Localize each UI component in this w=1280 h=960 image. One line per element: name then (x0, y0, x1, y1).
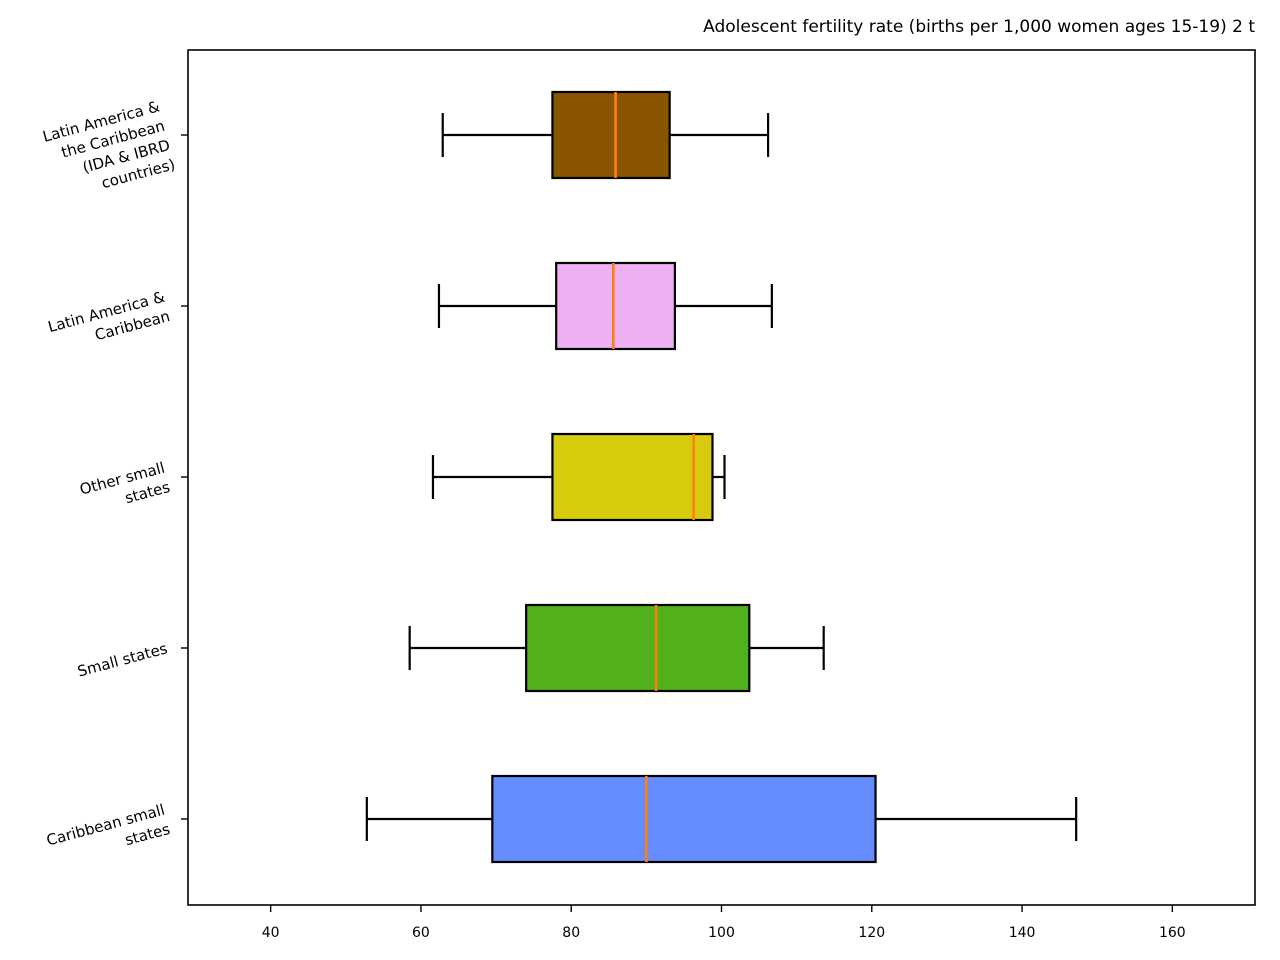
x-tick-label: 60 (412, 925, 430, 941)
box (551, 90, 671, 180)
x-tick-label: 160 (1159, 925, 1186, 941)
x-tick-label: 140 (1009, 925, 1036, 941)
y-tick-label: Latin America &Caribbean (46, 288, 172, 345)
x-tick-label: 40 (262, 925, 280, 941)
box (555, 261, 677, 351)
box (551, 432, 714, 522)
y-tick-label-line: Small states (76, 639, 170, 680)
x-tick-label: 80 (562, 925, 580, 941)
chart-title: Adolescent fertility rate (births per 1,… (703, 17, 1255, 37)
y-tick-label: Small states (76, 639, 170, 680)
x-tick-label: 100 (708, 925, 735, 941)
box (525, 603, 751, 693)
box (491, 774, 877, 864)
y-tick-label: Latin America &the Caribbean(IDA & IBRDc… (41, 97, 177, 192)
x-tick-label: 120 (858, 925, 885, 941)
